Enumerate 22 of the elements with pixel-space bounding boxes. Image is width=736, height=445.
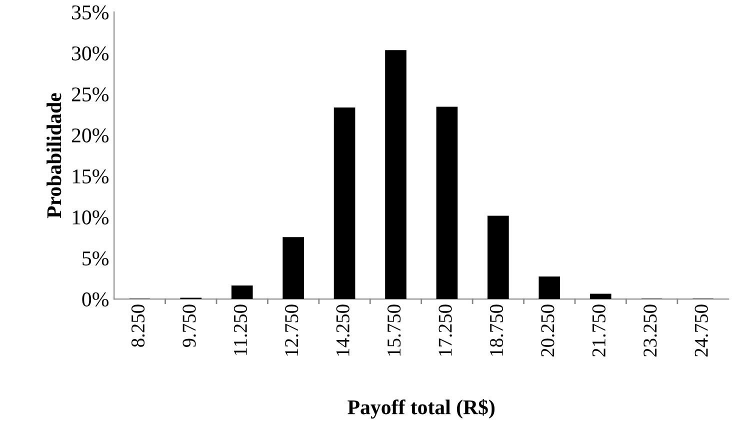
- x-tick-label: 12.750: [285, 304, 298, 356]
- y-tick-label: 10%: [72, 210, 109, 225]
- x-tick-label: 11.250: [234, 304, 248, 355]
- x-tick-label: 21.750: [592, 304, 606, 357]
- x-tick-label: 9.750: [182, 304, 196, 348]
- y-tick-label: 20%: [72, 128, 109, 143]
- y-tick-label: 25%: [72, 87, 109, 102]
- y-tick-label: 30%: [72, 46, 109, 61]
- y-tick-label: 35%: [72, 5, 109, 20]
- y-tick-label: 0%: [82, 292, 109, 307]
- x-tick-label: 20.250: [541, 304, 554, 357]
- x-tick-label: 17.250: [438, 304, 452, 356]
- x-tick-label: 23.250: [644, 304, 657, 357]
- x-tick-label: 15.750: [388, 304, 401, 356]
- x-tick-label: 18.750: [490, 304, 504, 356]
- y-tick-label: 5%: [82, 251, 109, 266]
- x-tick-label: 24.750: [694, 304, 708, 357]
- x-tick-label: 14.250: [336, 304, 350, 356]
- y-tick-label: 15%: [72, 169, 109, 184]
- x-tick-label: 8.250: [131, 304, 145, 347]
- y-axis-title: Probabilidade: [46, 93, 62, 218]
- x-axis-title: Payoff total (R$): [348, 399, 494, 419]
